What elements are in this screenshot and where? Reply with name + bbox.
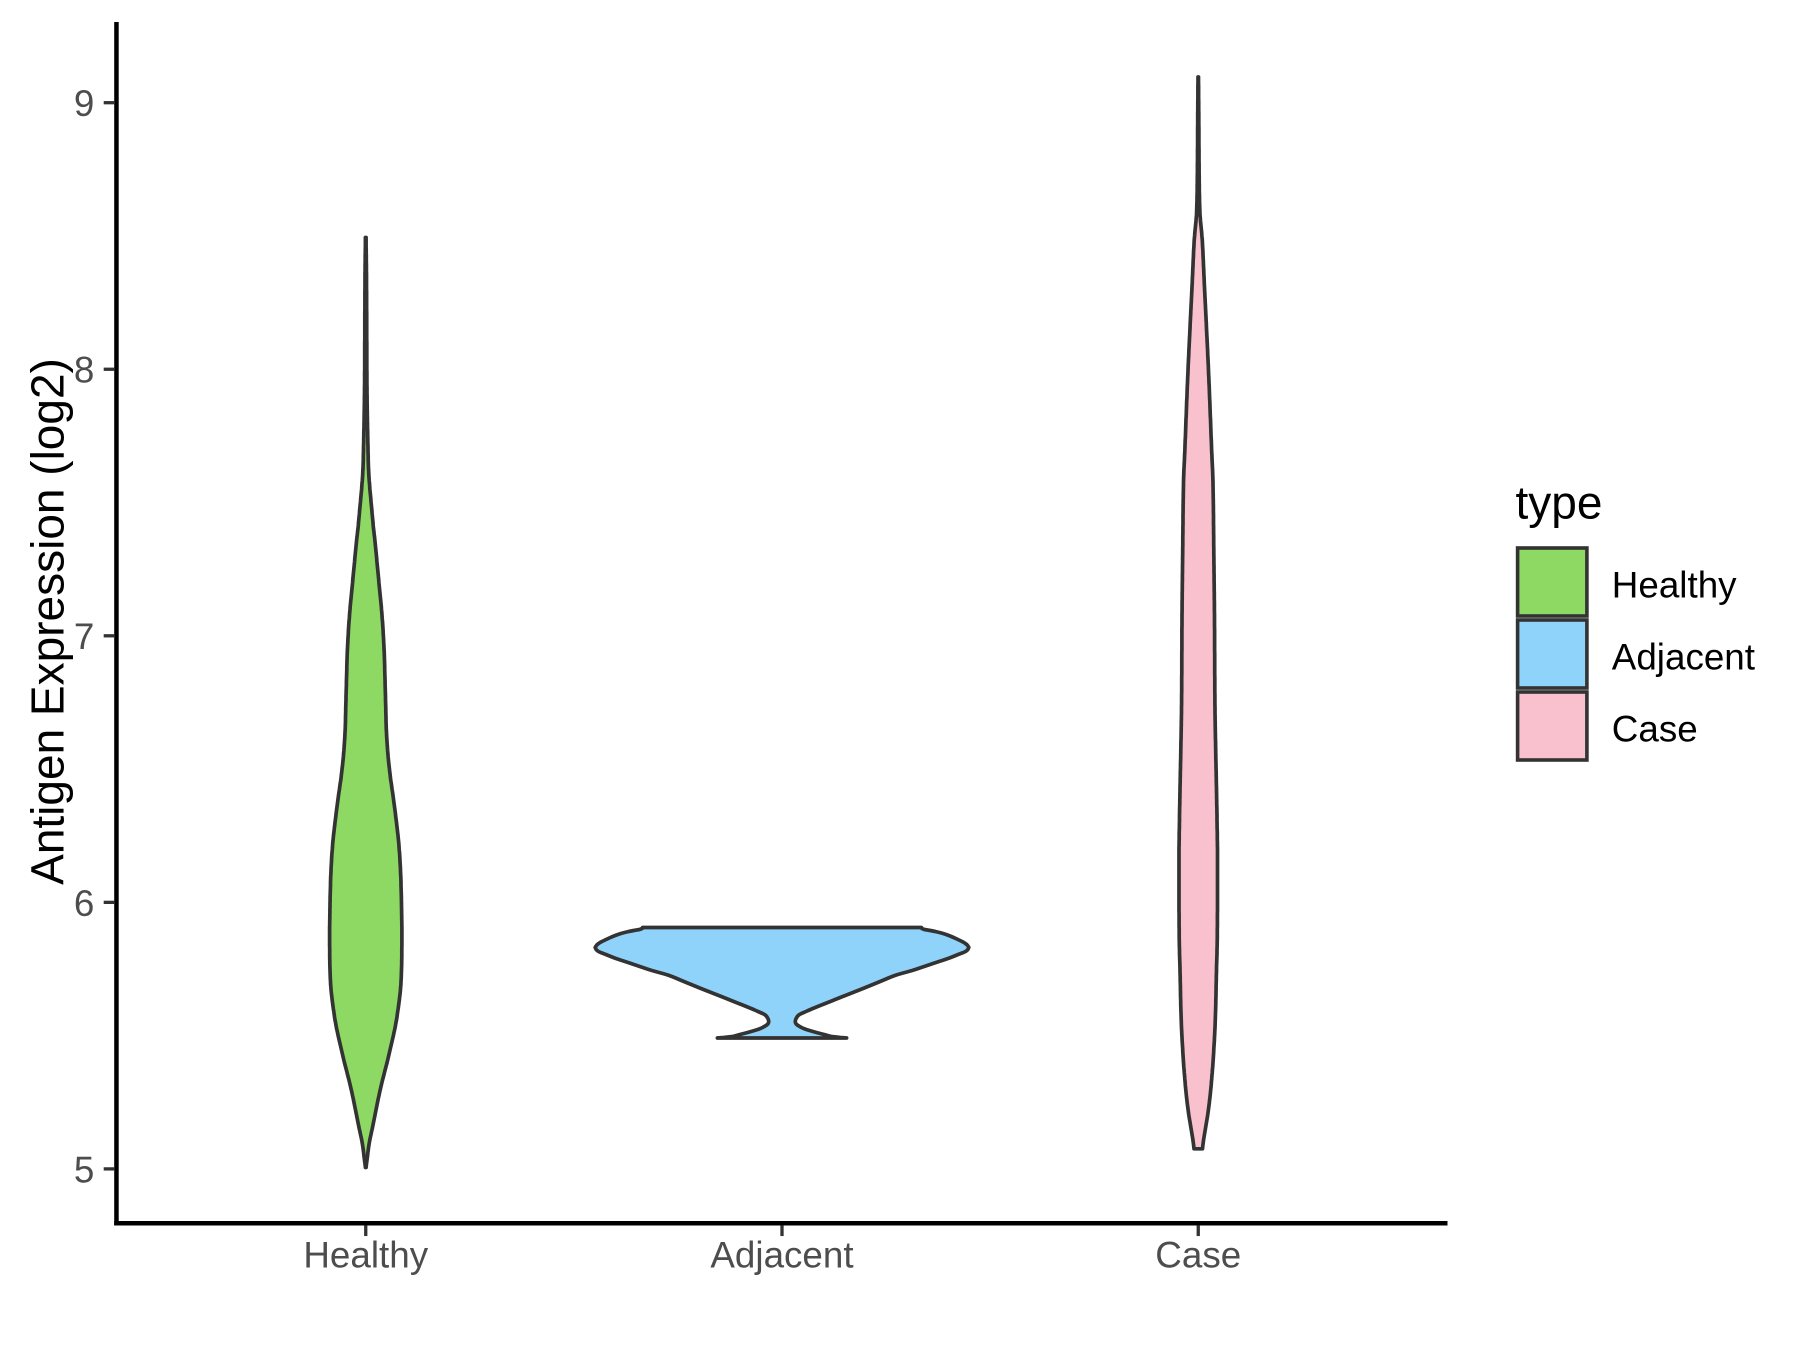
svg-text:6: 6 [74,883,94,924]
svg-text:Case: Case [1155,1235,1241,1276]
svg-text:Adjacent: Adjacent [710,1235,853,1276]
svg-text:7: 7 [74,616,94,657]
svg-text:Healthy: Healthy [1612,564,1737,605]
svg-text:type: type [1516,477,1603,529]
svg-text:5: 5 [74,1149,94,1190]
svg-text:9: 9 [74,83,94,124]
svg-text:Adjacent: Adjacent [1612,636,1755,677]
svg-text:Case: Case [1612,708,1698,749]
svg-text:8: 8 [74,350,94,391]
svg-text:Healthy: Healthy [303,1235,428,1276]
svg-text:Antigen Expression (log2): Antigen Expression (log2) [22,358,74,885]
